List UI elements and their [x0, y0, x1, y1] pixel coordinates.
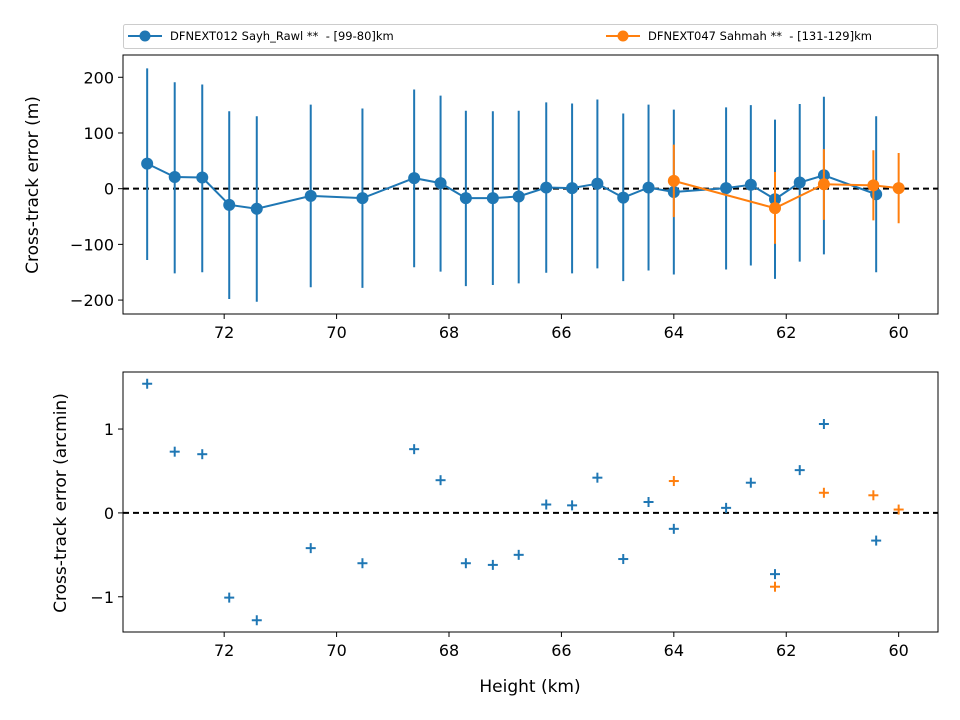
bot-data-point	[197, 449, 208, 460]
bot-x-tick-label: 68	[439, 641, 459, 660]
legend-label-series1: DFNEXT012 Sayh_Rawl ** - [99-80]km	[170, 29, 394, 43]
top-data-point	[817, 178, 830, 191]
bot-data-point	[592, 472, 603, 483]
bot-data-point	[460, 558, 471, 569]
top-data-point	[141, 157, 154, 170]
bottom-y-axis: −1 0 1	[90, 420, 123, 607]
top-x-tick-label: 72	[214, 323, 234, 342]
top-data-point	[892, 182, 905, 195]
bot-series-1	[142, 378, 882, 626]
top-data-point	[667, 174, 680, 187]
top-data-point	[356, 192, 369, 205]
x-axis-label: Height (km)	[479, 677, 580, 697]
top-panel: 72 70 68 66 64 62 60 −200 −100 0 100 200 Cross-tra…	[23, 54, 939, 342]
bot-data-point	[435, 475, 446, 486]
top-y-tick-label: −200	[70, 291, 114, 310]
top-y-tick-label: 0	[104, 180, 114, 199]
bot-data-point	[893, 504, 904, 515]
bot-data-point	[668, 523, 679, 534]
bot-data-point	[818, 419, 829, 429]
top-x-tick-label: 68	[439, 323, 459, 342]
bot-x-tick-label: 70	[326, 641, 346, 660]
top-x-tick-label: 60	[888, 323, 908, 342]
legend-marker-series1	[139, 30, 151, 42]
top-y-tick-label: 100	[83, 124, 114, 143]
bot-x-tick-label: 64	[664, 641, 684, 660]
bot-x-tick-label: 72	[214, 641, 234, 660]
bot-data-point	[567, 500, 578, 511]
legend-marker-series2	[617, 30, 629, 42]
bot-x-tick-label: 60	[888, 641, 908, 660]
bot-data-point	[668, 476, 679, 487]
top-data-point	[512, 190, 525, 203]
bot-data-point	[224, 592, 235, 603]
top-series-1	[141, 68, 883, 302]
bot-data-point	[305, 543, 316, 554]
bot-data-point	[794, 465, 805, 476]
top-y-axis-label: Cross-track error (m)	[23, 96, 43, 274]
top-data-point	[793, 176, 806, 189]
bot-data-point	[721, 502, 732, 513]
top-data-point	[459, 192, 472, 205]
top-data-point	[720, 182, 733, 195]
legend-label-series2: DFNEXT047 Sahmah ** - [131-129]km	[648, 29, 872, 43]
top-data-point	[223, 198, 236, 211]
top-x-axis: 72 70 68 66 64 62 60	[214, 314, 909, 342]
bot-series-2	[668, 476, 904, 592]
bot-data-point	[169, 446, 180, 457]
bottom-plot-frame	[122, 371, 939, 633]
top-series-2	[667, 144, 905, 244]
top-x-tick-label: 62	[776, 323, 796, 342]
bot-y-tick-label: 0	[104, 504, 114, 523]
bot-data-point	[871, 535, 882, 546]
top-data-point	[591, 177, 604, 190]
bot-data-point	[643, 497, 654, 507]
bot-data-point	[618, 554, 629, 565]
top-data-point	[168, 170, 181, 183]
bot-y-tick-label: 1	[104, 420, 114, 439]
top-data-point	[486, 192, 499, 205]
bot-data-point	[770, 569, 780, 580]
legend-entry-series2: DFNEXT047 Sahmah ** - [131-129]km	[606, 29, 872, 43]
bottom-y-axis-label: Cross-track error (arcmin)	[51, 393, 71, 613]
bot-data-point	[745, 477, 756, 488]
top-data-point	[250, 202, 263, 215]
top-data-point	[617, 191, 630, 204]
legend-entry-series1: DFNEXT012 Sayh_Rawl ** - [99-80]km	[128, 29, 394, 43]
top-data-point	[769, 202, 781, 215]
top-y-tick-label: 200	[83, 68, 114, 87]
top-plot-frame	[122, 54, 939, 315]
top-x-tick-label: 70	[326, 323, 346, 342]
top-y-axis: −200 −100 0 100 200	[70, 68, 123, 310]
top-data-point	[304, 189, 317, 202]
bot-data-point	[409, 444, 420, 455]
top-data-point	[867, 179, 880, 192]
top-data-point	[566, 182, 579, 195]
bot-data-point	[487, 559, 498, 570]
bot-data-point	[770, 581, 780, 592]
bot-x-tick-label: 62	[776, 641, 796, 660]
top-data-point	[434, 177, 447, 190]
bot-y-tick-label: −1	[90, 588, 114, 607]
bot-x-tick-label: 66	[551, 641, 571, 660]
top-x-tick-label: 64	[664, 323, 684, 342]
top-data-point	[540, 181, 553, 194]
top-data-point	[744, 178, 757, 191]
top-data-point	[408, 172, 421, 185]
bot-data-point	[251, 615, 262, 626]
bottom-panel: 72 70 68 66 64 62 60 −1 0 1 Cross-track error (a…	[51, 371, 939, 697]
top-x-tick-label: 66	[551, 323, 571, 342]
top-data-point	[642, 181, 655, 194]
bottom-x-axis: 72 70 68 66 64 62 60	[214, 632, 909, 660]
bot-data-point	[513, 549, 524, 560]
bot-data-point	[818, 487, 829, 498]
bot-data-point	[541, 499, 552, 510]
bot-data-point	[142, 378, 153, 389]
top-data-point	[196, 171, 209, 184]
bot-data-point	[357, 558, 368, 569]
legend: DFNEXT012 Sayh_Rawl ** - [99-80]km DFNEX…	[123, 24, 938, 49]
top-y-tick-label: −100	[70, 235, 114, 254]
bot-data-point	[868, 490, 879, 501]
